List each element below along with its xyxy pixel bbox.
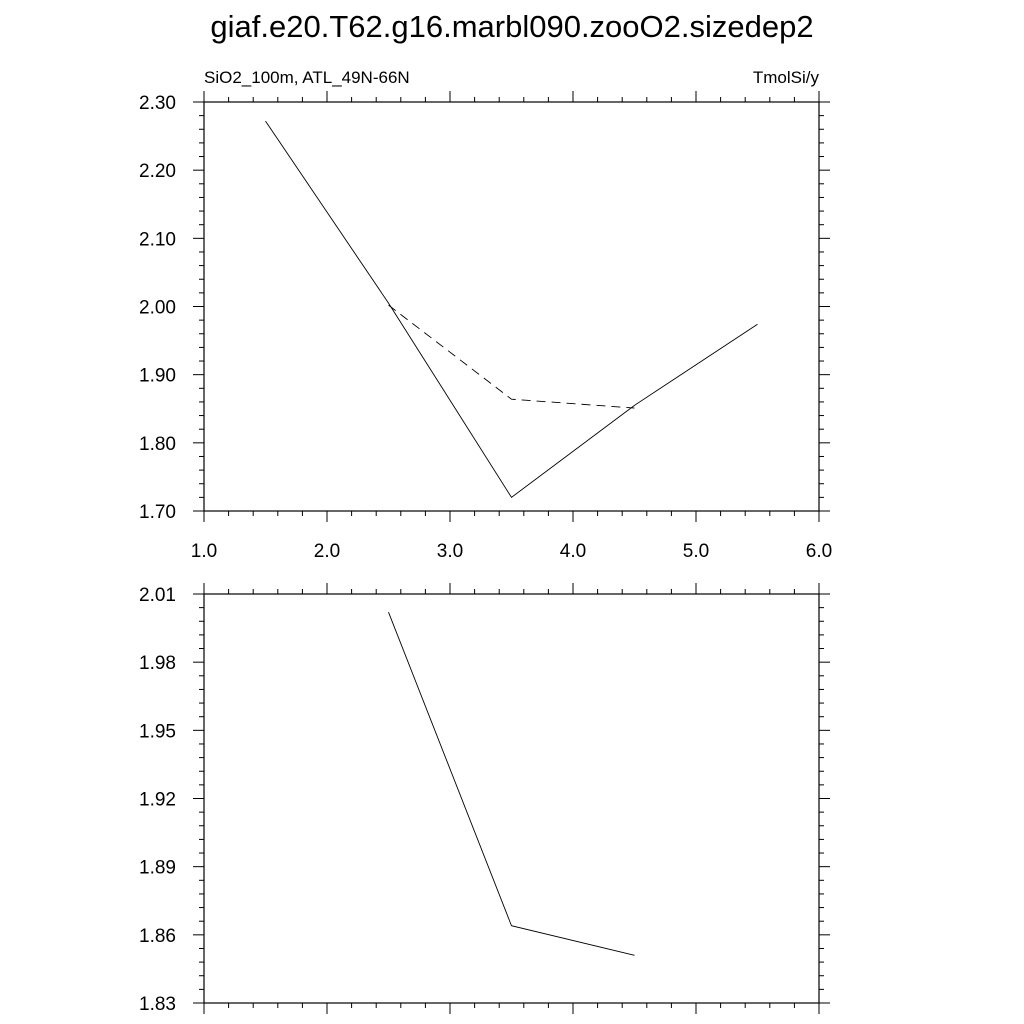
bottom-panel: 1.83 1.86 1.89 1.92 1.95 1.98 2.01 [139, 583, 830, 1015]
top-y-tick-label: 2.20 [139, 161, 176, 182]
bottom-plot-frame [203, 593, 820, 1004]
figure-title: giaf.e20.T62.g16.marbl090.zooO2.sizedep2 [210, 9, 813, 44]
bottom-y-tick-label: 1.95 [139, 721, 176, 742]
bottom-y-tick-label: 1.83 [139, 994, 176, 1015]
top-y-tick-label: 2.00 [139, 298, 176, 319]
bottom-y-tick-label: 1.89 [139, 858, 176, 879]
bottom-y-tick-label: 1.86 [139, 926, 176, 947]
top-y-tick-label: 1.80 [139, 434, 176, 455]
top-y-tick-label: 1.90 [139, 366, 176, 387]
top-x-tick-label: 4.0 [560, 541, 586, 562]
bottom-y-tick-label: 2.01 [139, 585, 176, 606]
top-panel: SiO2_100m, ATL_49N-66N TmolSi/y 1.0 2.0 3.… [139, 68, 832, 562]
top-x-tick-label: 6.0 [806, 541, 832, 562]
top-plot-frame [203, 101, 820, 512]
top-panel-right-label: TmolSi/y [753, 68, 820, 87]
top-y-tick-label: 1.70 [139, 502, 176, 523]
bottom-series-solid-line [388, 612, 635, 956]
top-series-dashed-line [388, 304, 635, 409]
bottom-y-tick-label: 1.92 [139, 790, 176, 811]
bottom-y-tick-label: 1.98 [139, 653, 176, 674]
top-series-solid-line [265, 120, 758, 499]
top-x-tick-label: 1.0 [191, 541, 217, 562]
top-y-tick-label: 2.10 [139, 229, 176, 250]
top-panel-left-label: SiO2_100m, ATL_49N-66N [204, 68, 410, 87]
top-y-tick-label: 2.30 [139, 93, 176, 114]
top-x-tick-label: 5.0 [683, 541, 709, 562]
top-x-tick-label: 2.0 [314, 541, 340, 562]
top-x-tick-label: 3.0 [437, 541, 463, 562]
